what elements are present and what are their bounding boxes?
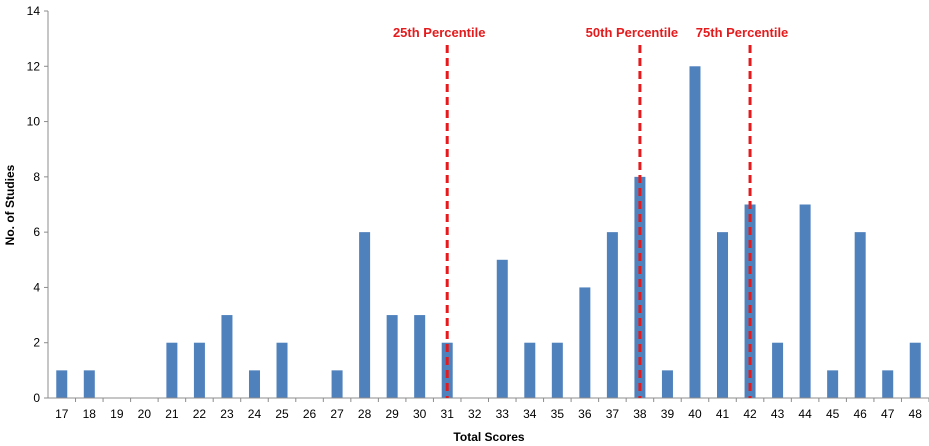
bar-48	[909, 342, 921, 398]
x-tick-label: 45	[826, 407, 840, 421]
y-tick-labels: 0 2 4 6 8 10 12 14	[27, 4, 48, 405]
x-tick-label: 26	[303, 407, 317, 421]
bar-38	[634, 176, 646, 398]
percentile-label: 25th Percentile	[393, 25, 486, 40]
x-tick-label: 32	[468, 407, 482, 421]
y-tick-label: 0	[33, 391, 40, 405]
bar-24	[248, 370, 260, 398]
bar-43	[772, 342, 784, 398]
bar-33	[496, 259, 508, 398]
y-axis-title: No. of Studies	[3, 164, 17, 245]
bar-34	[524, 342, 536, 398]
x-tick-label: 48	[909, 407, 923, 421]
x-tick-label: 30	[413, 407, 427, 421]
x-tick-label: 20	[138, 407, 152, 421]
bar-35	[551, 342, 563, 398]
x-tick-label: 41	[716, 407, 730, 421]
x-tick-label: 44	[798, 407, 812, 421]
x-tick-label: 47	[881, 407, 895, 421]
bar-46	[854, 232, 866, 398]
x-tick-label: 38	[633, 407, 647, 421]
x-tick-label: 34	[523, 407, 537, 421]
bar-28	[359, 232, 371, 398]
x-tick-labels: 17 18 19 20 21 22 23 24 25 26 27 28 29 30 31 32 33 34 35 36…	[55, 398, 929, 421]
x-tick-label: 40	[688, 407, 702, 421]
bar-29	[386, 315, 398, 398]
x-tick-label: 22	[193, 407, 207, 421]
x-tick-label: 17	[55, 407, 69, 421]
bar-30	[414, 315, 426, 398]
bar-21	[166, 342, 178, 398]
x-tick-label: 21	[165, 407, 179, 421]
bar-42	[744, 204, 756, 398]
y-tick-label: 14	[27, 4, 41, 18]
x-tick-label: 46	[853, 407, 867, 421]
x-tick-label: 23	[220, 407, 234, 421]
x-tick-label: 31	[441, 407, 455, 421]
bar-36	[579, 287, 591, 398]
percentile-markers: 25th Percentile 50th Percentile 75th Perce…	[393, 25, 788, 398]
bar-18	[83, 370, 95, 398]
bar-45	[827, 370, 839, 398]
percentile-label: 50th Percentile	[586, 25, 679, 40]
x-tick-label: 35	[551, 407, 565, 421]
percentile-label: 75th Percentile	[696, 25, 789, 40]
x-tick-label: 25	[275, 407, 289, 421]
x-tick-label: 33	[496, 407, 510, 421]
bar-39	[661, 370, 673, 398]
x-tick-label: 42	[743, 407, 757, 421]
x-tick-label: 36	[578, 407, 592, 421]
bar-37	[606, 232, 618, 398]
x-tick-label: 24	[248, 407, 262, 421]
x-axis-title: Total Scores	[453, 430, 524, 444]
bar-25	[276, 342, 288, 398]
bar-47	[882, 370, 894, 398]
bar-17	[56, 370, 68, 398]
y-tick-label: 8	[33, 170, 40, 184]
y-tick-label: 4	[33, 280, 40, 294]
bar-23	[221, 315, 233, 398]
x-tick-label: 29	[385, 407, 399, 421]
x-tick-label: 39	[661, 407, 675, 421]
x-tick-label: 43	[771, 407, 785, 421]
x-tick-label: 28	[358, 407, 372, 421]
bar-27	[331, 370, 343, 398]
x-tick-label: 27	[330, 407, 344, 421]
bar-22	[193, 342, 205, 398]
y-tick-label: 6	[33, 225, 40, 239]
y-tick-label: 2	[33, 336, 40, 350]
x-tick-label: 18	[83, 407, 97, 421]
y-tick-label: 10	[27, 115, 41, 129]
x-tick-label: 19	[110, 407, 124, 421]
bar-41	[717, 232, 729, 398]
y-tick-label: 12	[27, 59, 41, 73]
x-tick-label: 37	[606, 407, 620, 421]
bars	[56, 66, 921, 399]
bar-44	[799, 204, 811, 398]
bar-40	[689, 66, 701, 399]
